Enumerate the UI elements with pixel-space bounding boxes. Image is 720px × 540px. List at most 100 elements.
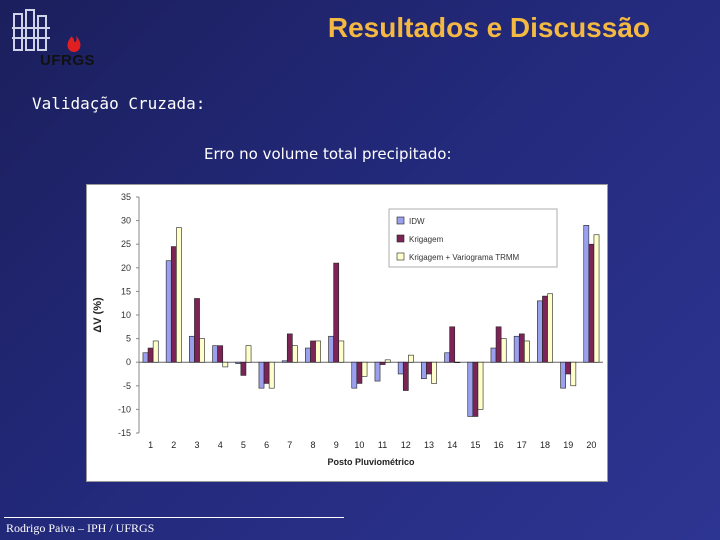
bar [258,361,265,389]
y-tick-label: -15 [118,428,131,438]
x-tick-label: 17 [517,440,527,450]
bar [518,333,525,363]
y-tick-label: 35 [121,192,131,202]
x-tick-label: 18 [540,440,550,450]
bar [560,361,566,389]
legend-swatch [396,216,405,225]
bar [472,361,479,417]
bar [351,361,358,389]
y-axis-label: ΔV (%) [92,297,104,333]
bar [477,361,484,410]
bar [408,354,414,363]
legend [388,208,558,268]
bar [152,340,159,363]
slide-title: Resultados e Discussão [327,12,650,43]
bar [189,335,195,363]
y-tick-label: 10 [121,310,131,320]
y-tick-label: 15 [121,286,131,296]
x-tick-label: 13 [424,440,434,450]
bar [500,338,507,363]
footer-credit: Rodrigo Paiva – IPH / UFRGS [6,521,155,535]
bar [170,246,177,363]
y-tick-label: 30 [121,216,131,226]
bar [361,361,368,377]
chart-caption: Erro no volume total precipitado: [204,145,452,163]
bar [444,352,450,363]
x-tick-label: 2 [171,440,176,450]
bar [449,326,456,363]
ufrgs-logo [12,9,81,52]
bar [467,361,474,417]
bar [426,361,432,375]
bar [565,361,572,375]
y-tick-label: 25 [121,239,131,249]
x-tick-label: 16 [494,440,504,450]
bar [338,340,345,363]
x-tick-label: 11 [378,440,387,450]
bar [235,361,242,364]
bar [315,340,321,363]
y-tick-label: 5 [126,334,131,344]
bar [292,345,298,363]
bar [142,352,149,363]
bar [147,347,154,363]
bar [379,361,386,365]
legend-label: IDW [409,217,425,226]
y-tick-label: 0 [126,357,131,367]
bar [222,361,229,368]
bar [547,293,553,363]
bar [310,340,316,363]
bar [356,361,363,384]
bar [165,260,172,363]
x-tick-label: 6 [264,440,269,450]
x-tick-label: 19 [563,440,573,450]
bar [328,335,334,363]
bar [240,361,247,376]
chart-container: 35 30 25 20 15 10 5 0 -5 -10 -15 1 2 3 4 5 6 7 8 9 10 11 12 13 1… [86,184,608,482]
bar [490,347,497,363]
bar [397,361,404,375]
bar [212,345,218,363]
x-tick-label: 10 [354,440,364,450]
bar [570,361,577,387]
bar [333,262,340,363]
bar [537,300,543,363]
bar [431,361,437,384]
x-tick-label: 9 [334,440,339,450]
footer-divider [4,517,344,518]
legend-swatch [396,234,405,243]
bar [583,225,590,363]
x-tick-label: 7 [287,440,292,450]
bar [402,361,409,391]
bar [194,298,200,363]
x-tick-label: 12 [401,440,411,450]
legend-label: Krigagem + Variograma TRMM [409,253,520,262]
y-tick-label: 20 [121,263,131,273]
legend-label: Krigagem [409,235,444,244]
bar [217,345,224,363]
logo-text: UFRGS [40,52,95,69]
bar [374,361,381,382]
bar [268,361,275,389]
bar [542,295,548,363]
bar [199,338,205,363]
x-tick-label: 5 [241,440,246,450]
x-tick-label: 3 [194,440,199,450]
bar [513,335,520,363]
x-tick-label: 20 [586,440,596,450]
bar [263,361,270,384]
bar [281,360,288,363]
x-axis-label: Posto Pluviométrico [327,457,415,467]
bar [245,345,252,363]
bar [305,347,311,363]
x-tick-label: 1 [148,440,153,450]
legend-swatch [396,252,405,261]
bar [593,234,600,363]
bar [286,333,293,363]
bar [384,359,391,363]
y-tick-label: -10 [118,404,131,414]
x-tick-label: 8 [310,440,315,450]
x-tick-label: 14 [447,440,457,450]
bar [454,361,461,363]
bar [421,361,427,380]
